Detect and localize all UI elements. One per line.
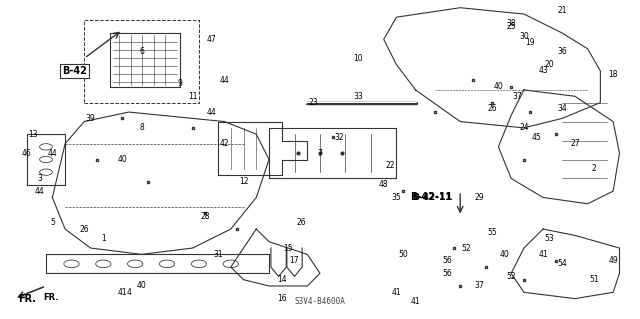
Text: 16: 16	[277, 294, 287, 303]
Text: 8: 8	[140, 123, 144, 132]
Text: 54: 54	[557, 259, 567, 268]
Text: 44: 44	[207, 108, 216, 116]
Text: 38: 38	[506, 19, 516, 28]
Text: 56: 56	[443, 256, 452, 265]
Text: 51: 51	[589, 275, 599, 284]
Text: 23: 23	[309, 98, 319, 107]
Text: 48: 48	[379, 180, 388, 189]
Text: 26: 26	[296, 218, 306, 227]
Text: 26: 26	[79, 225, 89, 234]
Text: 11: 11	[188, 92, 197, 101]
Text: 15: 15	[284, 243, 293, 253]
Text: 20: 20	[545, 60, 554, 69]
Text: 45: 45	[532, 133, 541, 142]
Text: 13: 13	[28, 130, 38, 139]
Text: FR.: FR.	[18, 293, 36, 304]
Text: 56: 56	[443, 269, 452, 278]
Text: B-42: B-42	[62, 66, 87, 76]
Text: 46: 46	[22, 149, 32, 158]
Text: 30: 30	[519, 32, 529, 41]
Text: 55: 55	[487, 228, 497, 237]
Text: 17: 17	[290, 256, 300, 265]
Text: 49: 49	[608, 256, 618, 265]
Text: 7: 7	[317, 149, 323, 158]
Text: 52: 52	[461, 243, 472, 253]
Text: 33: 33	[353, 92, 363, 101]
Text: 52: 52	[506, 272, 516, 281]
Text: 18: 18	[609, 70, 618, 78]
Text: 50: 50	[398, 250, 408, 259]
Text: 25: 25	[506, 22, 516, 31]
Text: 9: 9	[177, 79, 182, 88]
Text: 22: 22	[385, 161, 395, 170]
Text: 12: 12	[239, 177, 248, 186]
Text: 31: 31	[213, 250, 223, 259]
Text: 53: 53	[545, 234, 554, 243]
Text: B-42-11: B-42-11	[410, 192, 452, 203]
Text: FR.: FR.	[43, 293, 58, 302]
Text: 43: 43	[538, 66, 548, 76]
Text: 39: 39	[86, 114, 95, 123]
Text: 42: 42	[220, 139, 229, 148]
Text: 32: 32	[334, 133, 344, 142]
Text: 4: 4	[126, 288, 131, 297]
Text: 26: 26	[487, 104, 497, 113]
Text: B-42-11: B-42-11	[412, 193, 451, 202]
Text: 3: 3	[37, 174, 42, 183]
Text: 41: 41	[538, 250, 548, 259]
Text: 44: 44	[35, 187, 45, 196]
Text: 37: 37	[513, 92, 522, 101]
Bar	[84, 20, 199, 103]
Text: 40: 40	[493, 82, 503, 91]
Text: 10: 10	[353, 54, 363, 63]
Text: 40: 40	[137, 281, 147, 291]
Text: 41: 41	[118, 288, 127, 297]
Text: 6: 6	[139, 48, 144, 56]
Text: 14: 14	[277, 275, 287, 284]
Text: 40: 40	[500, 250, 509, 259]
Text: 40: 40	[118, 155, 127, 164]
Text: 5: 5	[50, 218, 55, 227]
Text: 27: 27	[570, 139, 580, 148]
Text: 19: 19	[525, 38, 535, 47]
Text: 21: 21	[557, 6, 567, 15]
Text: 44: 44	[47, 149, 57, 158]
Text: 34: 34	[557, 104, 567, 113]
Text: 2: 2	[591, 165, 596, 174]
Text: 35: 35	[392, 193, 401, 202]
Text: 29: 29	[474, 193, 484, 202]
Text: 41: 41	[411, 297, 420, 306]
Text: 47: 47	[207, 35, 216, 44]
Text: 28: 28	[200, 212, 210, 221]
Text: 37: 37	[474, 281, 484, 291]
Text: 44: 44	[220, 76, 229, 85]
Text: S3V4-B4600A: S3V4-B4600A	[294, 297, 346, 306]
Text: 1: 1	[101, 234, 106, 243]
Text: 24: 24	[519, 123, 529, 132]
Text: 36: 36	[557, 48, 567, 56]
Text: 41: 41	[392, 288, 401, 297]
